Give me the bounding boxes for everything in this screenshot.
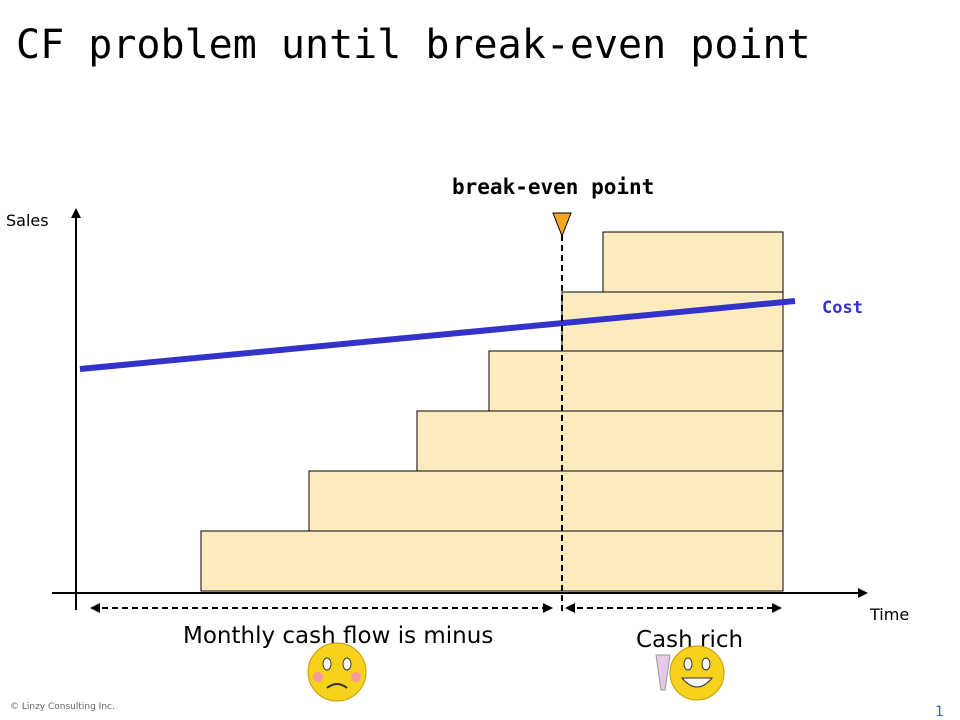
y-axis-label: Sales: [6, 211, 49, 230]
copyright: © Linzy Consulting Inc.: [10, 702, 115, 712]
block: [488, 350, 784, 412]
cost-label: Cost: [822, 298, 863, 318]
block: [308, 470, 784, 532]
break-even-label: break-even point: [452, 175, 654, 199]
sad-face: [307, 642, 367, 702]
block: [200, 530, 784, 592]
block: [602, 231, 784, 293]
break-even-marker: [552, 212, 572, 238]
page-number: 1: [935, 704, 944, 720]
block: [416, 410, 784, 472]
sales-blocks: [200, 231, 784, 592]
x-axis-label: Time: [869, 605, 909, 624]
happy-face: [655, 645, 725, 701]
title: CF problem until break-even point: [16, 22, 811, 68]
cost-line: [79, 298, 796, 372]
